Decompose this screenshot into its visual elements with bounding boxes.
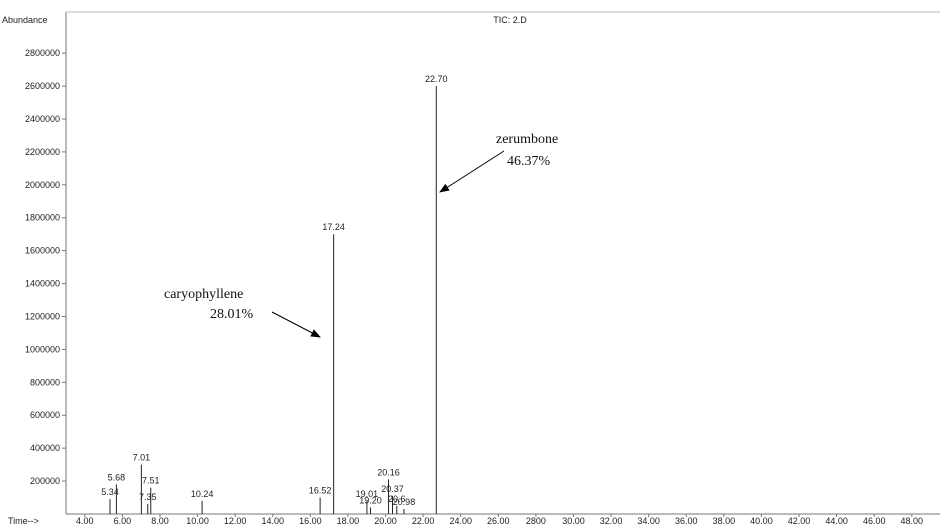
peak-label: 20.6 — [388, 494, 406, 504]
x-axis-label: Time--> — [8, 516, 39, 526]
y-tick-label: 1000000 — [25, 344, 60, 354]
peak-label: 5.68 — [108, 472, 126, 482]
x-tick-label: 16.00 — [299, 516, 322, 526]
annotation-caryophyllene-percent: 28.01% — [210, 307, 254, 322]
y-tick-label: 1400000 — [25, 279, 60, 289]
x-tick-label: 24.00 — [449, 516, 472, 526]
peak-label: 19.20 — [359, 495, 382, 505]
x-tick-label: 30.00 — [562, 516, 585, 526]
peak-label: 20.16 — [377, 467, 400, 477]
x-tick-label: 6.00 — [114, 516, 132, 526]
peak-label: 7.35 — [139, 492, 157, 502]
y-ticks: 200000 400000 600000 800000 1000000 1200000 14… — [25, 48, 66, 486]
x-tick-label: 42.00 — [788, 516, 811, 526]
x-tick-label: 10.00 — [186, 516, 209, 526]
peak-label: 20.98 — [393, 497, 416, 507]
x-tick-label: 22.00 — [412, 516, 435, 526]
peak-label: 5.34 — [101, 487, 119, 497]
x-tick-label: 20.00 — [374, 516, 397, 526]
peak-label: 7.51 — [142, 476, 160, 486]
peak-label: 17.24 — [322, 222, 345, 232]
y-tick-label: 600000 — [30, 410, 60, 420]
annotation-zerumbone-name: zerumbone — [496, 132, 558, 147]
annotation-zerumbone-arrow — [439, 150, 505, 193]
y-tick-label: 2400000 — [25, 114, 60, 124]
y-tick-label: 1800000 — [25, 213, 60, 223]
y-tick-label: 200000 — [30, 476, 60, 486]
x-tick-label: 14.00 — [261, 516, 284, 526]
x-tick-label: 26.00 — [487, 516, 510, 526]
peak-label: 22.70 — [425, 74, 448, 84]
x-tick-label: 32.00 — [600, 516, 623, 526]
y-tick-label: 800000 — [30, 377, 60, 387]
y-tick-label: 400000 — [30, 443, 60, 453]
annotation-zerumbone: zerumbone 46.37% — [439, 132, 558, 193]
peak-label: 7.01 — [133, 453, 151, 463]
chart-title: TIC: 2.D — [493, 15, 527, 25]
y-tick-label: 2200000 — [25, 147, 60, 157]
peaks: 5.34 5.68 7.01 7.35 7.51 10.24 16.52 17.24 19.01… — [101, 74, 448, 514]
x-tick-label: 4.00 — [76, 516, 94, 526]
x-tick-label: 12.00 — [224, 516, 247, 526]
y-axis-label: Abundance — [2, 15, 48, 25]
annotation-zerumbone-percent: 46.37% — [507, 154, 551, 169]
x-ticks: 4.00 6.00 8.00 10.00 12.00 14.00 16.00 18.00 20.… — [76, 514, 923, 526]
x-tick-label: 18.00 — [337, 516, 360, 526]
peak-label: 19.01 — [356, 489, 379, 499]
x-tick-label: 38.00 — [713, 516, 736, 526]
peak-label: 10.24 — [191, 489, 214, 499]
annotation-caryophyllene-arrow — [271, 311, 321, 338]
x-tick-label: 36.00 — [675, 516, 698, 526]
annotation-caryophyllene: caryophyllene 28.01% — [164, 287, 321, 338]
y-tick-label: 1600000 — [25, 246, 60, 256]
y-tick-label: 2600000 — [25, 81, 60, 91]
y-tick-label: 2000000 — [25, 180, 60, 190]
peak-label: 20.37 — [381, 484, 404, 494]
y-tick-label: 2800000 — [25, 48, 60, 58]
x-tick-label: 44.00 — [825, 516, 848, 526]
x-tick-label: 48.00 — [901, 516, 924, 526]
x-tick-label: 46.00 — [863, 516, 886, 526]
annotation-caryophyllene-name: caryophyllene — [164, 287, 243, 302]
peak-label: 16.52 — [309, 486, 332, 496]
y-tick-label: 1200000 — [25, 311, 60, 321]
x-tick-label: 8.00 — [151, 516, 169, 526]
x-tick-label: 40.00 — [750, 516, 773, 526]
x-tick-label: 2800 — [526, 516, 546, 526]
x-tick-label: 34.00 — [637, 516, 660, 526]
